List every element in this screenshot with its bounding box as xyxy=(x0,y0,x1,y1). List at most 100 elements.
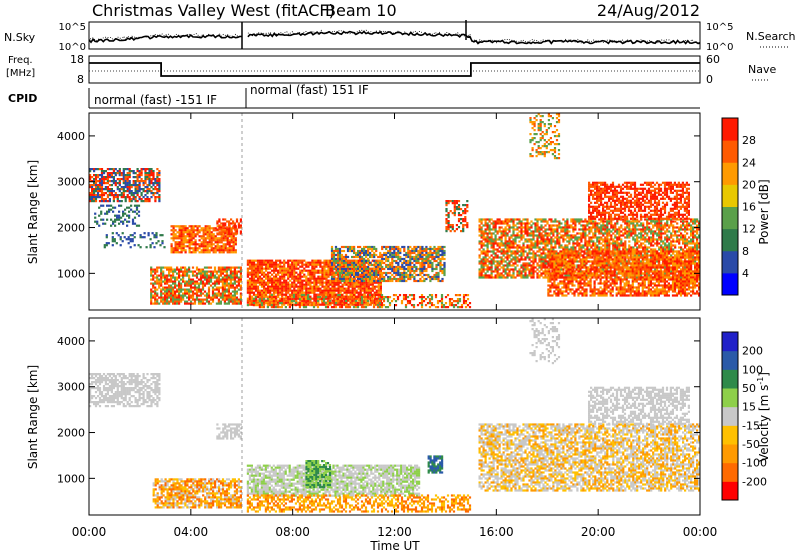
range-cell xyxy=(453,200,456,203)
range-cell xyxy=(239,278,242,281)
range-cell xyxy=(357,279,360,283)
range-cell xyxy=(216,245,219,248)
range-cell xyxy=(516,222,519,225)
range-cell xyxy=(357,293,360,296)
range-cell xyxy=(258,271,262,274)
range-cell xyxy=(134,184,137,187)
range-cell xyxy=(288,306,291,309)
range-cell xyxy=(297,273,300,276)
range-cell xyxy=(500,234,503,237)
range-cell xyxy=(220,245,223,248)
range-cell xyxy=(361,251,364,255)
range-cell xyxy=(284,302,287,305)
noise-left-label: N.Sky xyxy=(4,31,36,44)
range-cell xyxy=(195,292,199,295)
range-cell xyxy=(166,266,169,269)
range-cell xyxy=(385,265,388,269)
range-cell xyxy=(528,258,531,261)
range-cell xyxy=(428,300,432,303)
range-cell xyxy=(303,267,306,270)
range-cell xyxy=(327,275,330,278)
range-cell xyxy=(526,232,529,235)
range-cell xyxy=(367,289,370,292)
range-cell xyxy=(319,269,322,272)
range-cell xyxy=(369,299,372,302)
range-cell xyxy=(458,300,462,303)
range-cell xyxy=(289,269,292,272)
range-cell xyxy=(260,297,264,300)
range-cell xyxy=(160,276,163,279)
range-cell xyxy=(490,238,493,241)
range-cell xyxy=(340,259,344,263)
range-cell xyxy=(182,225,185,228)
range-cell xyxy=(373,269,376,272)
range-cell xyxy=(512,232,515,235)
range-cell xyxy=(348,247,352,251)
range-cell xyxy=(246,301,249,304)
range-cell xyxy=(212,243,215,246)
range-cell xyxy=(566,228,569,231)
range-cell xyxy=(478,248,481,251)
range-cell xyxy=(526,274,529,277)
range-cell xyxy=(297,281,300,284)
range-cell xyxy=(333,263,336,266)
range-cell xyxy=(116,188,119,191)
range-cell xyxy=(295,275,298,278)
range-cell xyxy=(230,230,233,233)
range-cell xyxy=(246,271,249,274)
range-cell xyxy=(207,302,211,305)
range-cell xyxy=(341,273,344,276)
range-cell xyxy=(354,296,358,299)
range-cell xyxy=(289,289,292,292)
range-cell xyxy=(170,280,173,283)
range-cell xyxy=(174,282,177,285)
range-cell xyxy=(520,238,523,241)
range-cell xyxy=(233,268,236,271)
range-cell xyxy=(377,283,380,286)
range-cell xyxy=(367,267,370,271)
range-cell xyxy=(351,261,354,265)
range-cell xyxy=(365,291,368,294)
range-cell xyxy=(178,276,181,279)
range-cell xyxy=(421,269,424,273)
range-cell xyxy=(546,228,549,231)
range-cell xyxy=(429,253,432,257)
range-cell xyxy=(383,251,386,255)
range-cell xyxy=(114,184,117,187)
range-cell xyxy=(301,269,304,272)
range-cell xyxy=(382,300,386,303)
range-cell xyxy=(126,186,129,189)
range-cell xyxy=(102,180,106,183)
range-cell xyxy=(321,273,324,276)
range-cell xyxy=(506,256,509,259)
range-cell xyxy=(397,271,400,275)
range-cell xyxy=(172,296,175,299)
range-cell xyxy=(284,306,287,309)
range-cell xyxy=(431,267,434,271)
range-cell xyxy=(122,186,125,189)
range-cell xyxy=(502,266,505,269)
range-cell xyxy=(226,230,229,233)
range-cell xyxy=(174,233,177,236)
range-cell xyxy=(104,188,107,191)
range-cell xyxy=(144,198,147,201)
range-cell xyxy=(207,286,211,289)
range-cell xyxy=(258,295,262,298)
range-cell xyxy=(498,260,501,263)
range-cell xyxy=(313,285,316,288)
range-cell xyxy=(272,300,275,303)
range-cell xyxy=(359,251,362,255)
range-cell xyxy=(424,298,428,301)
range-cell xyxy=(93,174,96,177)
range-cell xyxy=(329,267,332,270)
range-cell xyxy=(189,290,193,293)
range-cell xyxy=(415,257,418,261)
range-cell xyxy=(248,281,252,284)
range-cell xyxy=(204,245,207,248)
range-cell xyxy=(188,278,191,281)
range-cell xyxy=(526,222,529,225)
range-cell xyxy=(522,248,525,251)
range-cell xyxy=(148,198,151,201)
range-cell xyxy=(227,284,230,287)
range-cell xyxy=(248,294,251,297)
